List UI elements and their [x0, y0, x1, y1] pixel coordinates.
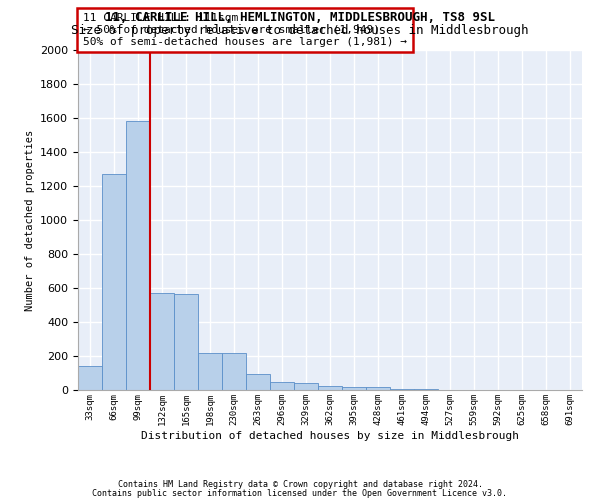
Text: Size of property relative to detached houses in Middlesbrough: Size of property relative to detached ho… [71, 24, 529, 37]
Bar [366, 388, 390, 390]
Text: 11, CARLILE HILL, HEMLINGTON, MIDDLESBROUGH, TS8 9SL: 11, CARLILE HILL, HEMLINGTON, MIDDLESBRO… [105, 11, 495, 24]
Bar [294, 383, 318, 390]
Bar [318, 386, 342, 390]
X-axis label: Distribution of detached houses by size in Middlesbrough: Distribution of detached houses by size … [141, 430, 519, 440]
Bar [78, 366, 102, 390]
Bar [270, 382, 294, 390]
Bar [198, 352, 222, 390]
Bar [174, 294, 198, 390]
Text: Contains HM Land Registry data © Crown copyright and database right 2024.: Contains HM Land Registry data © Crown c… [118, 480, 482, 489]
Text: Contains public sector information licensed under the Open Government Licence v3: Contains public sector information licen… [92, 488, 508, 498]
Bar [222, 352, 246, 390]
Y-axis label: Number of detached properties: Number of detached properties [25, 130, 35, 310]
Bar [342, 388, 366, 390]
Bar [390, 389, 414, 390]
Text: 11 CARLILE HILL: 111sqm
← 50% of detached houses are smaller (1,949)
50% of semi: 11 CARLILE HILL: 111sqm ← 50% of detache… [83, 14, 407, 46]
Bar [126, 122, 150, 390]
Bar [246, 374, 270, 390]
Bar [102, 174, 126, 390]
Bar [150, 293, 174, 390]
